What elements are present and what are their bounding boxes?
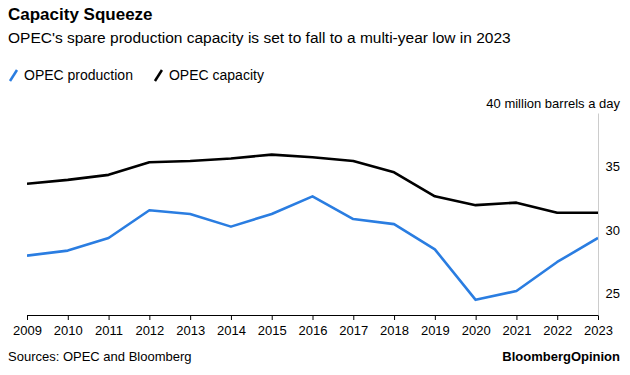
legend-swatch — [155, 70, 162, 81]
x-tick-label: 2022 — [543, 323, 572, 338]
legend-swatch — [10, 70, 17, 81]
x-tick-mark — [313, 315, 314, 320]
y-tick-label: 30 — [606, 223, 620, 238]
chart: Capacity Squeeze OPEC's spare production … — [0, 0, 630, 375]
y-tick-label: 35 — [606, 159, 620, 174]
y-axis-line — [598, 114, 599, 316]
y-tick-label: 25 — [606, 286, 620, 301]
x-tick: 2011 — [95, 315, 123, 338]
x-tick: 2019 — [421, 315, 450, 338]
x-tick-mark — [516, 315, 517, 320]
x-tick-label: 2020 — [462, 323, 491, 338]
x-tick: 2015 — [258, 315, 287, 338]
x-tick-mark — [557, 315, 558, 320]
x-tick-mark — [353, 315, 354, 320]
x-tick-mark — [598, 315, 599, 320]
x-tick-mark — [109, 315, 110, 320]
x-tick: 2016 — [299, 315, 328, 338]
x-axis-line — [28, 316, 599, 321]
credit: BloombergOpinion — [502, 349, 620, 364]
x-tick: 2021 — [502, 315, 531, 338]
plot-area — [27, 155, 598, 300]
series-line — [27, 196, 598, 300]
x-tick-label: 2017 — [339, 323, 368, 338]
x-tick-label: 2012 — [135, 323, 164, 338]
x-tick: 2010 — [54, 315, 83, 338]
series-line — [27, 155, 598, 213]
x-tick-label: 2013 — [176, 323, 205, 338]
x-tick-mark — [149, 315, 150, 320]
y-tick: 30 — [598, 223, 620, 240]
x-tick-mark — [272, 315, 273, 320]
x-tick-label: 2011 — [95, 323, 123, 338]
x-tick: 2020 — [462, 315, 491, 338]
x-tick-label: 2015 — [258, 323, 287, 338]
x-tick-label: 2023 — [584, 323, 613, 338]
y-tick: 35 — [598, 159, 620, 176]
x-tick-label: 2009 — [13, 323, 42, 338]
x-tick-label: 2014 — [217, 323, 246, 338]
x-tick-label: 2010 — [54, 323, 83, 338]
x-tick: 2022 — [543, 315, 572, 338]
legend-label: OPEC capacity — [169, 67, 264, 83]
x-tick-mark — [231, 315, 232, 320]
x-tick-mark — [27, 315, 28, 320]
x-tick: 2018 — [380, 315, 409, 338]
title: Capacity Squeeze — [8, 5, 153, 24]
y-axis: 25 30 35 40 million barrels a day — [486, 96, 620, 315]
subtitle: OPEC's spare production capacity is set … — [8, 29, 511, 46]
x-tick-mark — [394, 315, 395, 320]
x-tick-label: 2021 — [502, 323, 531, 338]
source: Sources: OPEC and Bloomberg — [8, 349, 192, 364]
x-axis: 2009 2010 2011 2012 2013 2014 2015 2016 2017 2018… — [13, 315, 613, 338]
x-tick: 2017 — [339, 315, 368, 338]
x-tick: 2023 — [584, 315, 613, 338]
x-tick-mark — [68, 315, 69, 320]
x-tick: 2014 — [217, 315, 246, 338]
legend-label: OPEC production — [24, 67, 133, 83]
x-tick-label: 2018 — [380, 323, 409, 338]
x-tick-mark — [435, 315, 436, 320]
y-tick: 25 — [598, 286, 620, 303]
y-tick: 40 million barrels a day — [486, 96, 620, 113]
x-tick-label: 2016 — [299, 323, 328, 338]
x-tick: 2013 — [176, 315, 205, 338]
y-tick-label: 40 million barrels a day — [486, 96, 620, 111]
legend: OPEC production OPEC capacity — [10, 67, 264, 83]
x-tick: 2012 — [135, 315, 164, 338]
x-tick: 2009 — [13, 315, 42, 338]
x-tick-mark — [476, 315, 477, 320]
x-tick-label: 2019 — [421, 323, 450, 338]
x-tick-mark — [190, 315, 191, 320]
